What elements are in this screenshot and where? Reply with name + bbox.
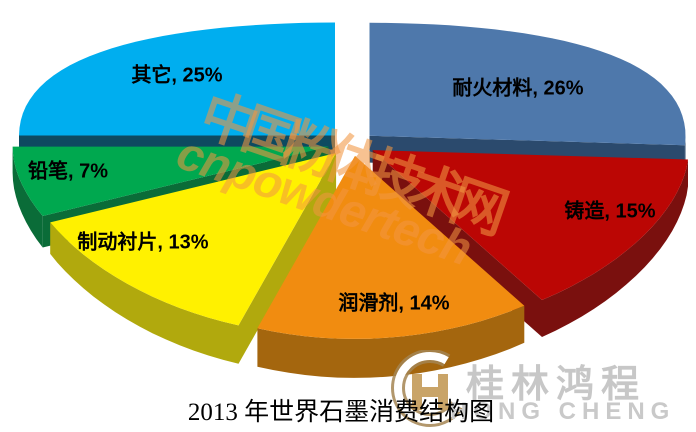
chart-title: 2013 年世界石墨消费结构图 (187, 399, 495, 426)
slice-cut-wall (238, 153, 337, 364)
slice-top (12, 146, 329, 216)
slice-rim-wall (50, 222, 239, 364)
pie-slice-qi-ta (19, 22, 335, 162)
pie-slice-run-hua-ji (257, 155, 525, 378)
slice-top (50, 153, 337, 326)
logo-name-en: HONG CHENG (450, 398, 676, 425)
slice-top (369, 22, 686, 146)
logo-inner-ring (394, 352, 466, 424)
logo-emblem-icon (391, 350, 469, 427)
slice-top (257, 155, 525, 339)
slice-rim-wall (12, 146, 43, 248)
slice-top (372, 150, 688, 300)
logo-h-glyph (412, 374, 448, 410)
pie-slice-nai-huo-cai-liao (369, 22, 686, 172)
slice-top (19, 22, 335, 136)
logo-name-cn: 桂林鸿程 (466, 364, 647, 406)
slice-rim-wall (257, 305, 525, 378)
slice-rim-wall (542, 159, 688, 337)
pie-slice-zhi-dong-chen-pian (50, 153, 337, 364)
